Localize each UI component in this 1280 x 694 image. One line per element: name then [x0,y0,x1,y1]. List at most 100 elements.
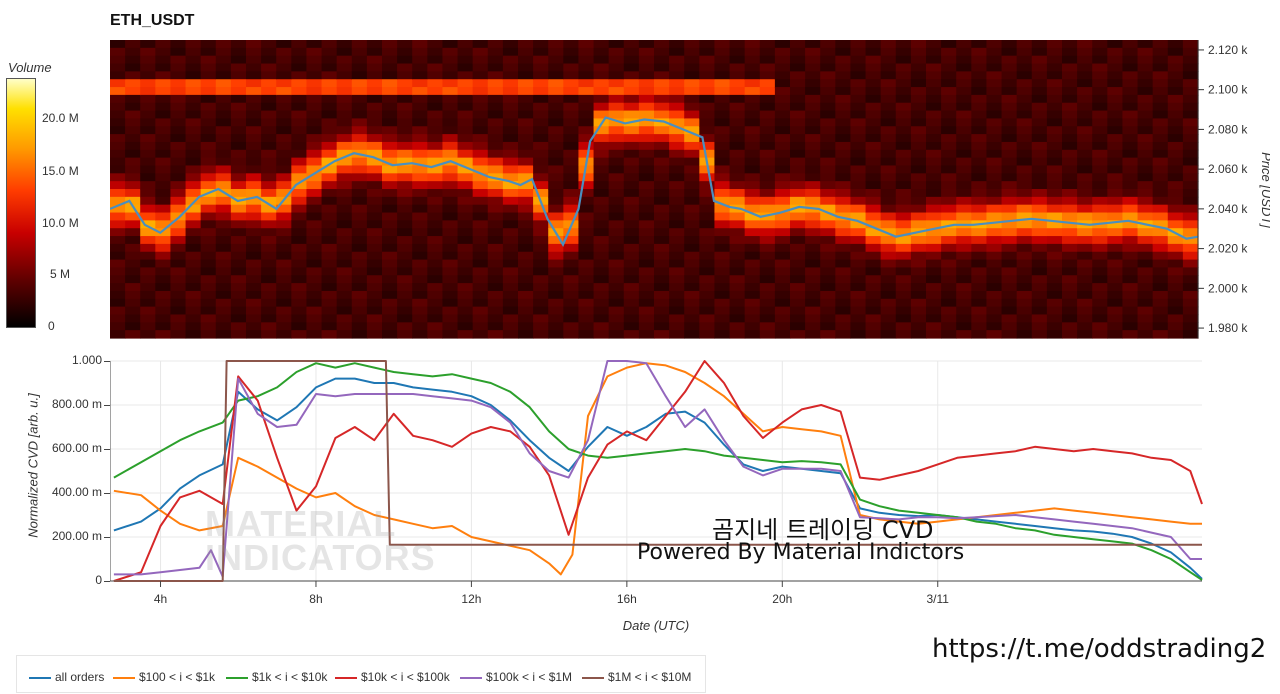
heatmap-cell [669,220,685,229]
heatmap-cell [1137,196,1154,206]
heatmap-cell [1016,149,1033,159]
heatmap-cell [472,141,489,151]
heatmap-cell [895,94,912,104]
heatmap-cell [956,126,972,135]
legend-item[interactable]: $10k < i < $100k [335,670,450,684]
heatmap-cell [1152,79,1169,88]
heatmap-cell [472,189,489,198]
heatmap-cell [986,275,1003,284]
heatmap-cell [895,181,912,190]
heatmap-cell [563,196,580,206]
heatmap-cell [638,306,655,316]
heatmap-cell [487,87,504,96]
heatmap-cell [805,283,821,292]
heatmap-cell [759,71,776,80]
heatmap-cell [1122,306,1139,316]
heatmap-cell [744,118,761,127]
heatmap-cell [215,204,232,214]
heatmap-cell [1092,79,1108,88]
heatmap-cell [291,110,308,120]
heatmap-cell [910,47,927,57]
heatmap-cell [986,267,1003,276]
legend-item[interactable]: $100 < i < $1k [113,670,215,684]
heatmap-cell [548,330,564,339]
y-axis-tick [104,581,110,582]
heatmap-cell [291,118,308,127]
legend-item[interactable]: $100k < i < $1M [460,670,572,684]
heatmap-cell [926,189,942,198]
heatmap-cell [593,71,610,80]
heatmap-cell [1182,157,1199,167]
heatmap-cell [910,306,927,316]
heatmap-cell [412,259,428,269]
heatmap-cell [790,189,806,198]
heatmap-cell [382,330,398,339]
heatmap-cell [1001,181,1018,190]
heatmap-cell [140,149,156,159]
heatmap-cell [638,290,655,300]
heatmap-cell [880,220,897,229]
heatmap-cell [729,243,746,253]
heatmap-cell [1031,322,1048,331]
heatmap-cell [835,283,852,292]
heatmap-cell [427,165,444,174]
heatmap-cell [865,212,882,221]
heatmap-cell [895,228,912,237]
heatmap-cell [457,251,474,261]
heatmap-cell [427,204,444,214]
heatmap-cell [185,181,202,190]
legend-item[interactable]: $1M < i < $10M [582,670,691,684]
heatmap-cell [366,189,383,198]
heatmap-cell [487,126,504,135]
heatmap-cell [442,290,459,300]
heatmap-cell [457,165,474,174]
heatmap-cell [835,134,852,143]
x-tick-label: 12h [461,592,481,606]
heatmap-cell [125,94,141,104]
heatmap-cell [487,141,504,151]
heatmap-cell [1046,157,1063,167]
heatmap-cell [140,243,156,253]
heatmap-cell [638,157,655,167]
heatmap-cell [1016,47,1033,57]
heatmap-cell [518,196,534,206]
telegram-url[interactable]: https://t.me/oddstrading2 [932,634,1267,664]
heatmap-cell [457,71,474,80]
heatmap-cell [518,228,534,237]
heatmap-cell [548,314,564,323]
price-tick-label: 2.060 k [1208,162,1248,176]
heatmap-cell [608,290,625,300]
heatmap-cell [1001,283,1018,292]
heatmap-cell [291,63,308,72]
heatmap-cell [1167,87,1184,96]
heatmap-cell [1167,251,1184,261]
heatmap-cell [185,126,202,135]
heatmap-cell [518,298,534,308]
heatmap-cell [1046,149,1063,159]
heatmap-cell [971,236,988,245]
heatmap-cell [140,118,156,127]
heatmap-cell [412,298,428,308]
heatmap-cell [1137,126,1154,135]
heatmap-cell [1122,149,1139,159]
heatmap-cell [1122,220,1139,229]
heatmap-cell [941,181,957,190]
heatmap-cell [699,118,716,127]
heatmap-cell [608,110,625,120]
heatmap-cell [246,220,262,229]
heatmap-cell [563,87,580,96]
legend-item[interactable]: all orders [29,670,104,684]
heatmap-cell [1122,314,1139,323]
y-axis-tick [104,537,110,538]
heatmap-cell [880,267,897,276]
heatmap-cell [1001,165,1018,174]
legend-item[interactable]: $1k < i < $10k [226,670,327,684]
heatmap-cell [759,118,776,127]
heatmap-cell [502,220,519,229]
heatmap-cell [638,110,655,120]
heatmap-cell [895,306,912,316]
heatmap-cell [729,298,746,308]
heatmap-cell [427,236,444,245]
heatmap-cell [351,134,368,143]
heatmap-cell [1122,87,1139,96]
